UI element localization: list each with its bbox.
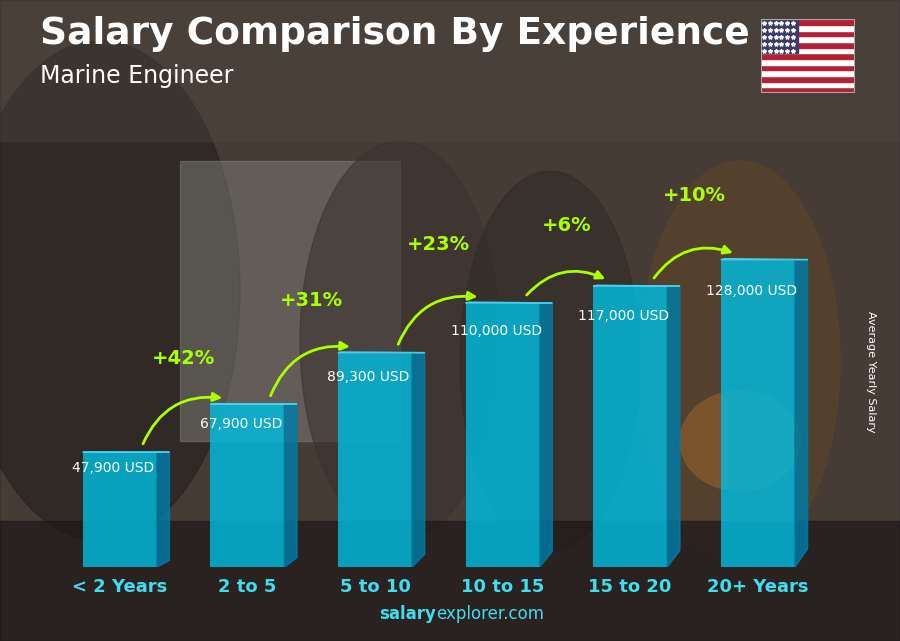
Bar bbox=[760, 19, 798, 53]
Polygon shape bbox=[721, 259, 807, 260]
Polygon shape bbox=[795, 260, 807, 567]
Bar bbox=[760, 87, 855, 93]
Polygon shape bbox=[465, 302, 553, 303]
Bar bbox=[338, 353, 412, 567]
Bar bbox=[760, 47, 855, 53]
Bar bbox=[211, 404, 284, 567]
Text: +10%: +10% bbox=[662, 186, 725, 205]
Polygon shape bbox=[412, 353, 425, 567]
Bar bbox=[593, 286, 667, 567]
Text: salary: salary bbox=[380, 605, 436, 623]
Bar bbox=[0, 0, 900, 141]
Polygon shape bbox=[593, 285, 680, 286]
Bar bbox=[465, 303, 540, 567]
FancyArrowPatch shape bbox=[143, 394, 220, 444]
Bar bbox=[760, 37, 855, 42]
FancyArrowPatch shape bbox=[398, 292, 474, 344]
Text: 110,000 USD: 110,000 USD bbox=[451, 324, 542, 338]
Polygon shape bbox=[667, 286, 680, 567]
Text: 117,000 USD: 117,000 USD bbox=[578, 308, 670, 322]
Bar bbox=[721, 260, 795, 567]
Text: 67,900 USD: 67,900 USD bbox=[200, 417, 282, 431]
Text: +42%: +42% bbox=[152, 349, 215, 369]
Bar bbox=[760, 42, 855, 47]
Bar bbox=[760, 19, 855, 25]
Text: Marine Engineer: Marine Engineer bbox=[40, 64, 234, 88]
Polygon shape bbox=[157, 452, 169, 567]
Polygon shape bbox=[284, 404, 297, 567]
FancyArrowPatch shape bbox=[526, 271, 603, 295]
Ellipse shape bbox=[680, 391, 800, 491]
Text: +23%: +23% bbox=[407, 235, 471, 254]
Bar bbox=[760, 65, 855, 71]
Ellipse shape bbox=[300, 141, 500, 541]
Bar bbox=[760, 53, 855, 59]
Text: Average Yearly Salary: Average Yearly Salary bbox=[866, 311, 877, 433]
FancyArrowPatch shape bbox=[271, 342, 346, 395]
Ellipse shape bbox=[0, 41, 240, 541]
Text: Salary Comparison By Experience: Salary Comparison By Experience bbox=[40, 16, 751, 52]
FancyArrowPatch shape bbox=[654, 246, 730, 278]
Text: 128,000 USD: 128,000 USD bbox=[706, 284, 797, 298]
Polygon shape bbox=[540, 303, 553, 567]
Bar bbox=[760, 31, 855, 37]
Text: +31%: +31% bbox=[280, 291, 343, 310]
Bar bbox=[760, 76, 855, 81]
Bar bbox=[83, 452, 157, 567]
Text: +6%: +6% bbox=[542, 216, 591, 235]
Ellipse shape bbox=[640, 161, 840, 561]
Bar bbox=[760, 71, 855, 76]
Ellipse shape bbox=[460, 171, 640, 551]
Text: explorer.com: explorer.com bbox=[436, 605, 544, 623]
Text: 89,300 USD: 89,300 USD bbox=[328, 370, 410, 384]
Bar bbox=[0, 521, 900, 641]
Text: 47,900 USD: 47,900 USD bbox=[72, 462, 155, 476]
Bar bbox=[760, 25, 855, 31]
Bar bbox=[180, 161, 400, 441]
Polygon shape bbox=[338, 352, 425, 353]
Bar bbox=[760, 81, 855, 87]
Bar bbox=[760, 59, 855, 65]
